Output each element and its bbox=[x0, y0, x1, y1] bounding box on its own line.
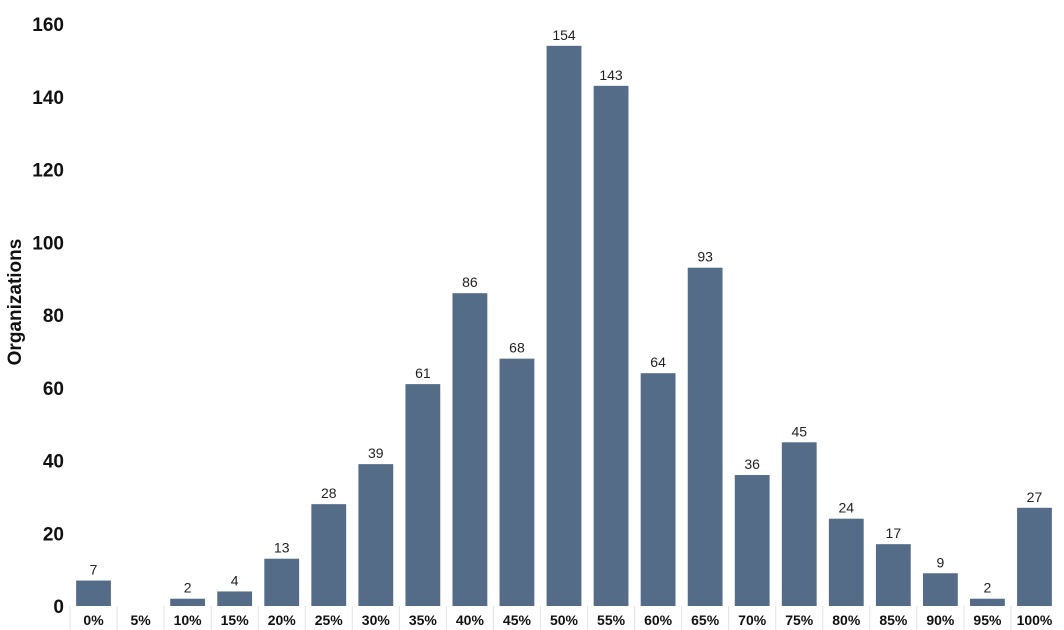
y-tick-label: 40 bbox=[43, 452, 64, 473]
x-tick-label: 95% bbox=[973, 612, 1002, 628]
x-tick-label: 20% bbox=[268, 612, 297, 628]
bar bbox=[76, 580, 111, 606]
x-tick-label: 15% bbox=[221, 612, 250, 628]
y-tick-label: 0 bbox=[53, 597, 64, 618]
bar bbox=[875, 544, 911, 606]
x-tick-label: 35% bbox=[409, 612, 438, 628]
data-label: 2 bbox=[184, 580, 192, 596]
data-label: 64 bbox=[650, 354, 666, 370]
x-tick-label: 25% bbox=[315, 612, 344, 628]
data-label: 86 bbox=[462, 274, 478, 290]
data-label: 24 bbox=[838, 500, 854, 516]
x-tick-label: 0% bbox=[83, 612, 104, 628]
data-label: 9 bbox=[936, 554, 944, 570]
bar bbox=[640, 373, 676, 606]
x-tick-label: 50% bbox=[550, 612, 579, 628]
data-label: 154 bbox=[552, 27, 576, 43]
x-tick-label: 10% bbox=[174, 612, 203, 628]
y-tick-label: 160 bbox=[32, 15, 64, 36]
x-tick-label: 55% bbox=[597, 612, 626, 628]
y-axis-ticks: 0 20 40 60 80 100 120 140 160 bbox=[32, 15, 64, 618]
y-tick-label: 80 bbox=[43, 306, 64, 327]
bar bbox=[828, 518, 864, 606]
bar bbox=[687, 267, 723, 606]
x-tick-label: 80% bbox=[832, 612, 861, 628]
data-label: 28 bbox=[321, 485, 337, 501]
x-axis-separators bbox=[69, 606, 1012, 630]
y-tick-label: 60 bbox=[43, 379, 64, 400]
data-label: 13 bbox=[274, 540, 290, 556]
data-label: 7 bbox=[90, 562, 98, 578]
x-axis-ticks: 0% 5% 10% 15% 20% 25% 30% 35% 40% 45% 50% 55% 60% 65%… bbox=[83, 612, 1053, 628]
x-tick-label: 30% bbox=[362, 612, 391, 628]
data-label: 27 bbox=[1027, 489, 1043, 505]
x-tick-label: 90% bbox=[926, 612, 955, 628]
x-tick-label: 5% bbox=[130, 612, 151, 628]
data-label: 45 bbox=[791, 423, 807, 439]
data-label: 2 bbox=[984, 580, 992, 596]
y-tick-label: 100 bbox=[32, 233, 64, 254]
data-label: 143 bbox=[599, 67, 623, 83]
bar bbox=[970, 598, 1005, 606]
bar bbox=[405, 384, 441, 606]
bar bbox=[1017, 507, 1052, 606]
bar bbox=[452, 293, 488, 606]
y-tick-label: 140 bbox=[32, 88, 64, 109]
bar bbox=[593, 85, 629, 606]
bar bbox=[170, 598, 206, 606]
x-tick-label: 40% bbox=[456, 612, 485, 628]
bar bbox=[311, 504, 347, 606]
data-label: 68 bbox=[509, 340, 525, 356]
bar bbox=[922, 573, 958, 606]
y-tick-label: 120 bbox=[32, 161, 64, 182]
bar bbox=[781, 442, 817, 606]
data-label: 93 bbox=[697, 249, 713, 265]
x-tick-label: 45% bbox=[503, 612, 532, 628]
data-label: 36 bbox=[744, 456, 760, 472]
bars bbox=[76, 45, 1052, 606]
y-tick-label: 20 bbox=[43, 524, 64, 545]
x-tick-label: 60% bbox=[644, 612, 673, 628]
x-tick-label: 65% bbox=[691, 612, 720, 628]
x-tick-label: 85% bbox=[879, 612, 908, 628]
bar bbox=[499, 358, 535, 606]
data-label: 39 bbox=[368, 445, 384, 461]
data-label: 61 bbox=[415, 365, 431, 381]
y-axis-label: Organizations bbox=[5, 239, 26, 366]
x-tick-label: 75% bbox=[785, 612, 814, 628]
bar bbox=[217, 591, 253, 606]
bar bbox=[734, 475, 770, 606]
bar bbox=[546, 45, 582, 606]
bar bbox=[358, 464, 394, 606]
data-label: 17 bbox=[886, 525, 902, 541]
bar bbox=[264, 558, 300, 606]
x-tick-label: 100% bbox=[1017, 612, 1053, 628]
x-tick-label: 70% bbox=[738, 612, 767, 628]
data-label: 4 bbox=[231, 572, 239, 588]
